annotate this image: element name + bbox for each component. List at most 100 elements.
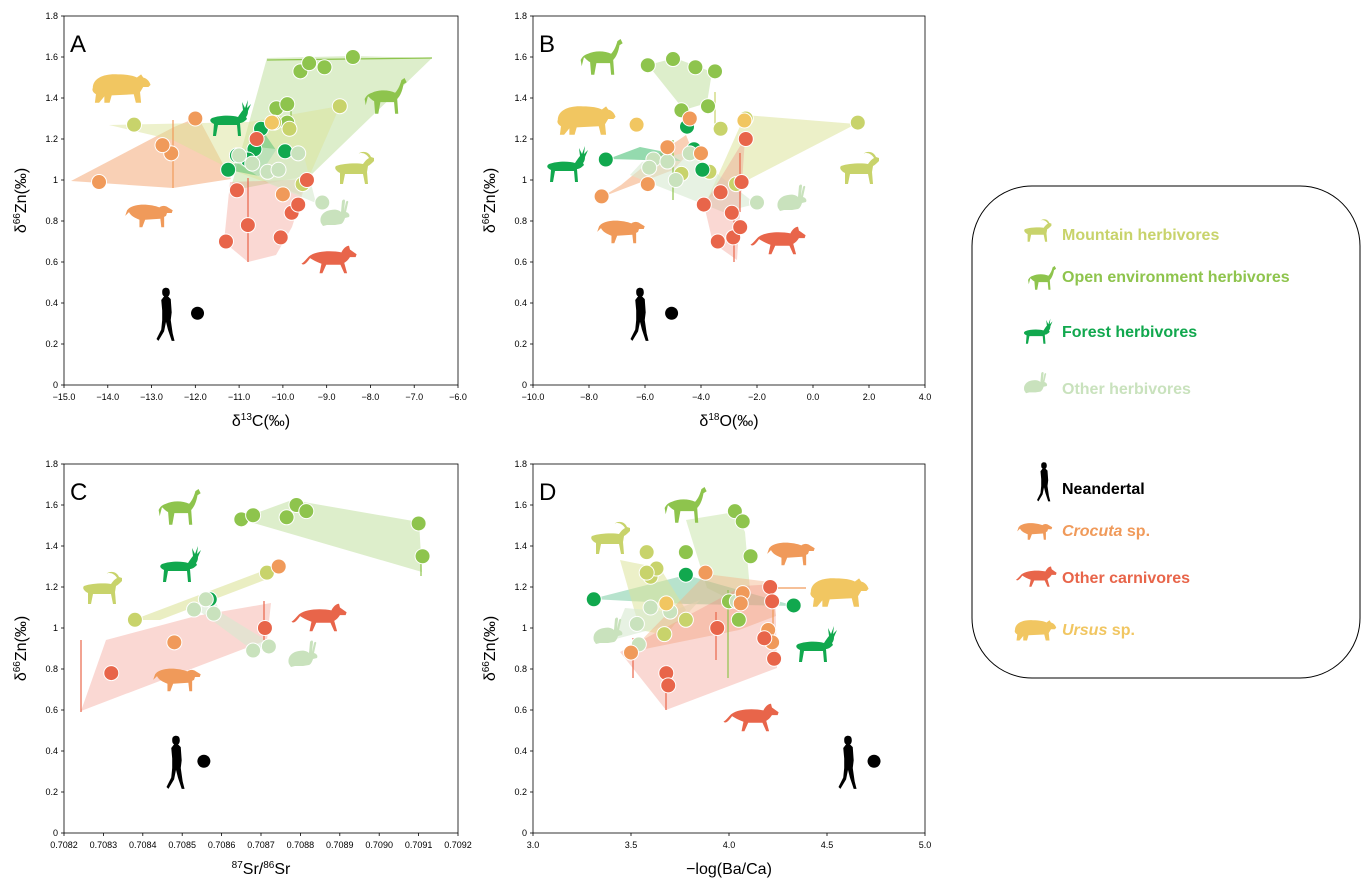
human-icon <box>166 735 185 789</box>
data-point-forest <box>694 161 711 178</box>
x-axis-label: δ18O(‰) <box>699 412 758 430</box>
hull-other-carn <box>81 603 271 711</box>
bear-icon <box>92 74 151 103</box>
data-point-other-herb <box>641 159 658 176</box>
x-axis-label-part: −log(Ba/Ca) <box>686 861 772 878</box>
legend-label-text: Other carnivores <box>1062 570 1190 587</box>
data-point-crocuta <box>659 139 676 156</box>
data-point-forest <box>785 597 802 614</box>
data-point-mountain <box>712 120 729 137</box>
x-tick-label: 0.7090 <box>365 840 393 850</box>
data-point-crocuta <box>274 186 291 203</box>
x-tick-label: −6.0 <box>636 392 654 402</box>
x-tick-label: 0.7092 <box>444 840 472 850</box>
x-tick-label: 4.0 <box>919 392 932 402</box>
data-point-other-carn <box>732 219 749 236</box>
data-point-neandertal <box>197 754 211 768</box>
data-point-other-carn <box>298 172 315 188</box>
y-tick-label: 1.8 <box>45 11 58 21</box>
data-point-ursus <box>736 112 753 129</box>
data-point-other-carn <box>709 620 726 636</box>
y-axis-label-sup: 66 <box>481 213 492 225</box>
y-tick-label: 1.2 <box>514 134 527 144</box>
y-tick-label: 1.2 <box>514 582 527 592</box>
y-tick-label: 0.8 <box>514 216 527 226</box>
x-tick-label: −15.0 <box>53 392 76 402</box>
hull-layer <box>602 58 856 260</box>
x-tick-label: 0.0 <box>807 392 820 402</box>
data-point-mountain <box>677 611 694 628</box>
data-point-crocuta <box>154 137 171 154</box>
y-tick-label: 0.4 <box>45 298 58 308</box>
legend-label-suffix: sp. <box>1122 523 1150 540</box>
x-axis-label-part: C(‰) <box>252 413 290 430</box>
data-points <box>103 497 431 768</box>
x-tick-label: −11.0 <box>228 392 250 402</box>
rabbit-icon <box>777 184 807 211</box>
legend: Mountain herbivores Open environment herb… <box>971 185 1361 679</box>
hyena-icon <box>153 668 201 692</box>
y-axis-label-part: Zn(‰) <box>482 616 499 661</box>
data-point-open <box>410 515 427 532</box>
data-point-other-carn <box>712 184 729 201</box>
data-point-neandertal <box>191 306 205 320</box>
y-tick-label: 0.2 <box>514 787 527 797</box>
data-point-other-herb <box>186 601 203 618</box>
data-point-open <box>298 503 315 520</box>
x-tick-label: 3.0 <box>527 840 540 850</box>
x-axis-label: δ13C(‰) <box>232 412 290 430</box>
rabbit-icon <box>593 617 623 644</box>
panel-letter: D <box>539 479 556 506</box>
data-point-other-herb <box>244 155 261 172</box>
data-point-open <box>730 611 747 628</box>
data-point-open <box>677 544 694 561</box>
y-tick-label: 0.8 <box>514 664 527 674</box>
y-tick-label: 0.4 <box>514 746 527 756</box>
x-axis-label-sup: 86 <box>263 860 275 871</box>
x-tick-label: 2.0 <box>863 392 876 402</box>
y-tick-label: 0.8 <box>45 664 58 674</box>
y-axis-label: δ66Zn(‰) <box>481 168 499 233</box>
data-point-open <box>278 509 295 526</box>
x-tick-label: −6.0 <box>449 392 467 402</box>
panel-letter: C <box>70 479 87 506</box>
ibex-icon <box>335 151 374 184</box>
x-tick-label: 4.5 <box>821 840 834 850</box>
data-point-other-herb <box>642 599 659 616</box>
x-axis-label: −log(Ba/Ca) <box>686 861 772 878</box>
ibex-icon <box>591 521 630 554</box>
x-axis-label-part: O(‰) <box>719 413 758 430</box>
y-tick-label: 1.6 <box>514 500 527 510</box>
y-tick-label: 1.6 <box>45 500 58 510</box>
x-tick-label: −8.0 <box>580 392 598 402</box>
data-point-crocuta <box>623 644 639 661</box>
legend-label-neandertal: Neandertal <box>1062 481 1145 498</box>
data-point-crocuta <box>166 634 183 651</box>
human-icon <box>156 287 175 341</box>
legend-label-text: Ursus <box>1062 622 1107 639</box>
data-point-open <box>707 63 723 80</box>
data-point-other-carn <box>256 620 273 636</box>
y-tick-label: 1 <box>53 175 58 185</box>
data-point-neandertal <box>665 306 679 320</box>
y-tick-label: 0 <box>522 828 527 838</box>
data-point-open <box>301 55 318 72</box>
x-tick-label: −8.0 <box>362 392 380 402</box>
data-point-open <box>665 51 681 68</box>
legend-labels: Mountain herbivores Open environment herb… <box>1062 227 1290 639</box>
data-point-ursus <box>658 595 675 612</box>
bear-icon <box>557 106 616 135</box>
panel-letter: B <box>539 31 555 58</box>
y-axis-label: δ66Zn(‰) <box>12 616 30 681</box>
data-point-forest <box>597 151 614 168</box>
legend-frame <box>971 185 1361 679</box>
y-tick-label: 0.6 <box>45 705 58 715</box>
x-axis-label-sup: 18 <box>708 412 720 423</box>
data-point-forest <box>220 161 237 178</box>
data-point-other-herb <box>270 161 287 178</box>
data-point-mountain <box>849 114 866 131</box>
x-tick-label: 0.7087 <box>247 840 275 850</box>
y-tick-label: 1.8 <box>45 459 58 469</box>
y-tick-label: 0.6 <box>514 257 527 267</box>
